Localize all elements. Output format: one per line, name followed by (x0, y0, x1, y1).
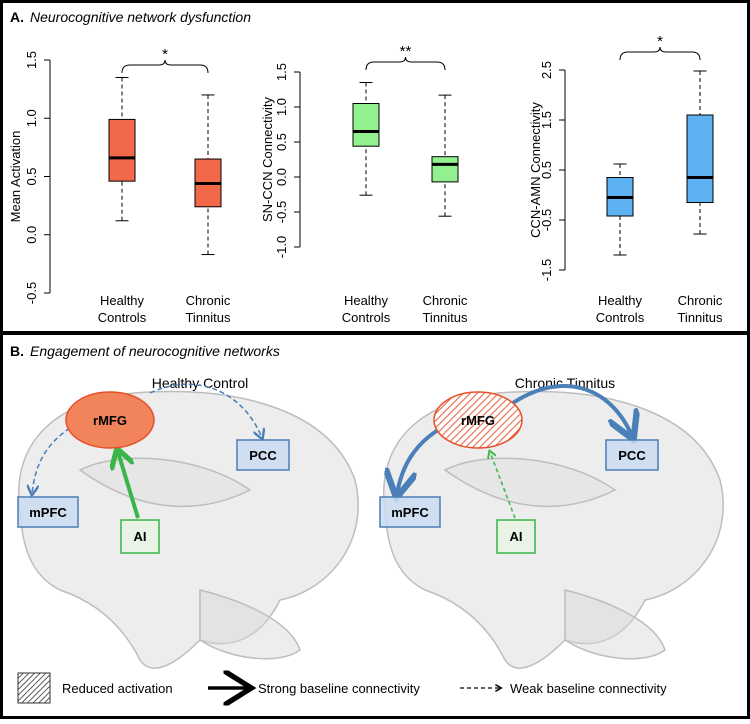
y-tick-label: -0.5 (274, 201, 289, 223)
node (496, 519, 536, 554)
significance-label: ** (400, 43, 412, 60)
node-label: rMFG (93, 413, 127, 428)
significance-bracket (365, 56, 446, 71)
node-label: AI (134, 529, 147, 544)
x-tick-label: Chronic Tinnitus (677, 293, 723, 325)
x-tick-label: Healthy Controls (98, 293, 147, 325)
box (431, 156, 459, 183)
node-label: mPFC (29, 505, 67, 520)
y-tick-label: -0.5 (539, 209, 554, 231)
panel-b-frame (0, 332, 750, 719)
panel-title: Engagement of neurocognitive networks (30, 343, 280, 359)
node-label: AI (510, 529, 523, 544)
node (605, 439, 659, 471)
y-tick-label: 0.0 (274, 168, 289, 186)
y-tick-label: 0.5 (24, 167, 39, 185)
panel-title: Neurocognitive network dysfunction (30, 9, 251, 25)
y-axis-label: SN-CCN Connectivity (260, 97, 275, 222)
node-label: mPFC (391, 505, 429, 520)
y-axis-label: CCN-AMN Connectivity (528, 102, 543, 238)
x-tick-label: Healthy Controls (596, 293, 645, 325)
legend-label: Strong baseline connectivity (258, 681, 420, 696)
arrow (490, 452, 516, 519)
diagram-title: Chronic Tinnitus (515, 375, 615, 391)
y-tick-label: -1.0 (274, 236, 289, 258)
arrow (397, 428, 440, 494)
y-tick-label: 1.5 (24, 51, 39, 69)
arrow (149, 383, 262, 438)
legend-label: Weak baseline connectivity (510, 681, 667, 696)
x-tick-label: Chronic Tinnitus (422, 293, 468, 325)
box (108, 118, 136, 182)
y-axis-label: Mean Activation (8, 131, 23, 223)
y-tick-label: 1.5 (539, 111, 554, 129)
arrow (118, 452, 140, 519)
node (17, 496, 79, 528)
diagram-title: Healthy Control (152, 375, 249, 391)
significance-bracket (619, 46, 701, 61)
panel-label: B. (10, 343, 24, 359)
y-tick-label: 1.5 (274, 63, 289, 81)
legend-swatch (17, 672, 51, 704)
x-tick-label: Healthy Controls (342, 293, 391, 325)
node-label: PCC (618, 448, 646, 463)
legend-label: Reduced activation (62, 681, 173, 696)
y-tick-label: 0.0 (24, 226, 39, 244)
node-label: rMFG (461, 413, 495, 428)
y-tick-label: -0.5 (24, 282, 39, 304)
y-tick-label: 0.5 (539, 161, 554, 179)
node (236, 439, 290, 471)
y-tick-label: 2.5 (539, 61, 554, 79)
y-tick-label: 0.5 (274, 133, 289, 151)
x-tick-label: Chronic Tinnitus (185, 293, 231, 325)
node-label: PCC (249, 448, 277, 463)
charts: Mean Activation -0.5 0.0 0.5 1.0 1.5 Healthy Co… (8, 33, 723, 325)
node (120, 519, 160, 554)
arrow (508, 384, 632, 436)
y-tick-label: 1.0 (24, 109, 39, 127)
node (379, 496, 441, 528)
box (686, 114, 714, 203)
node (433, 391, 523, 449)
y-tick-label: 1.0 (274, 98, 289, 116)
node (65, 391, 155, 449)
y-tick-label: -1.5 (539, 259, 554, 281)
panel-label: A. (10, 9, 24, 25)
box (352, 103, 380, 147)
brain-left (18, 390, 359, 669)
significance-label: * (162, 46, 168, 63)
significance-label: * (657, 33, 663, 50)
significance-bracket (121, 59, 209, 74)
arrow (32, 427, 71, 494)
